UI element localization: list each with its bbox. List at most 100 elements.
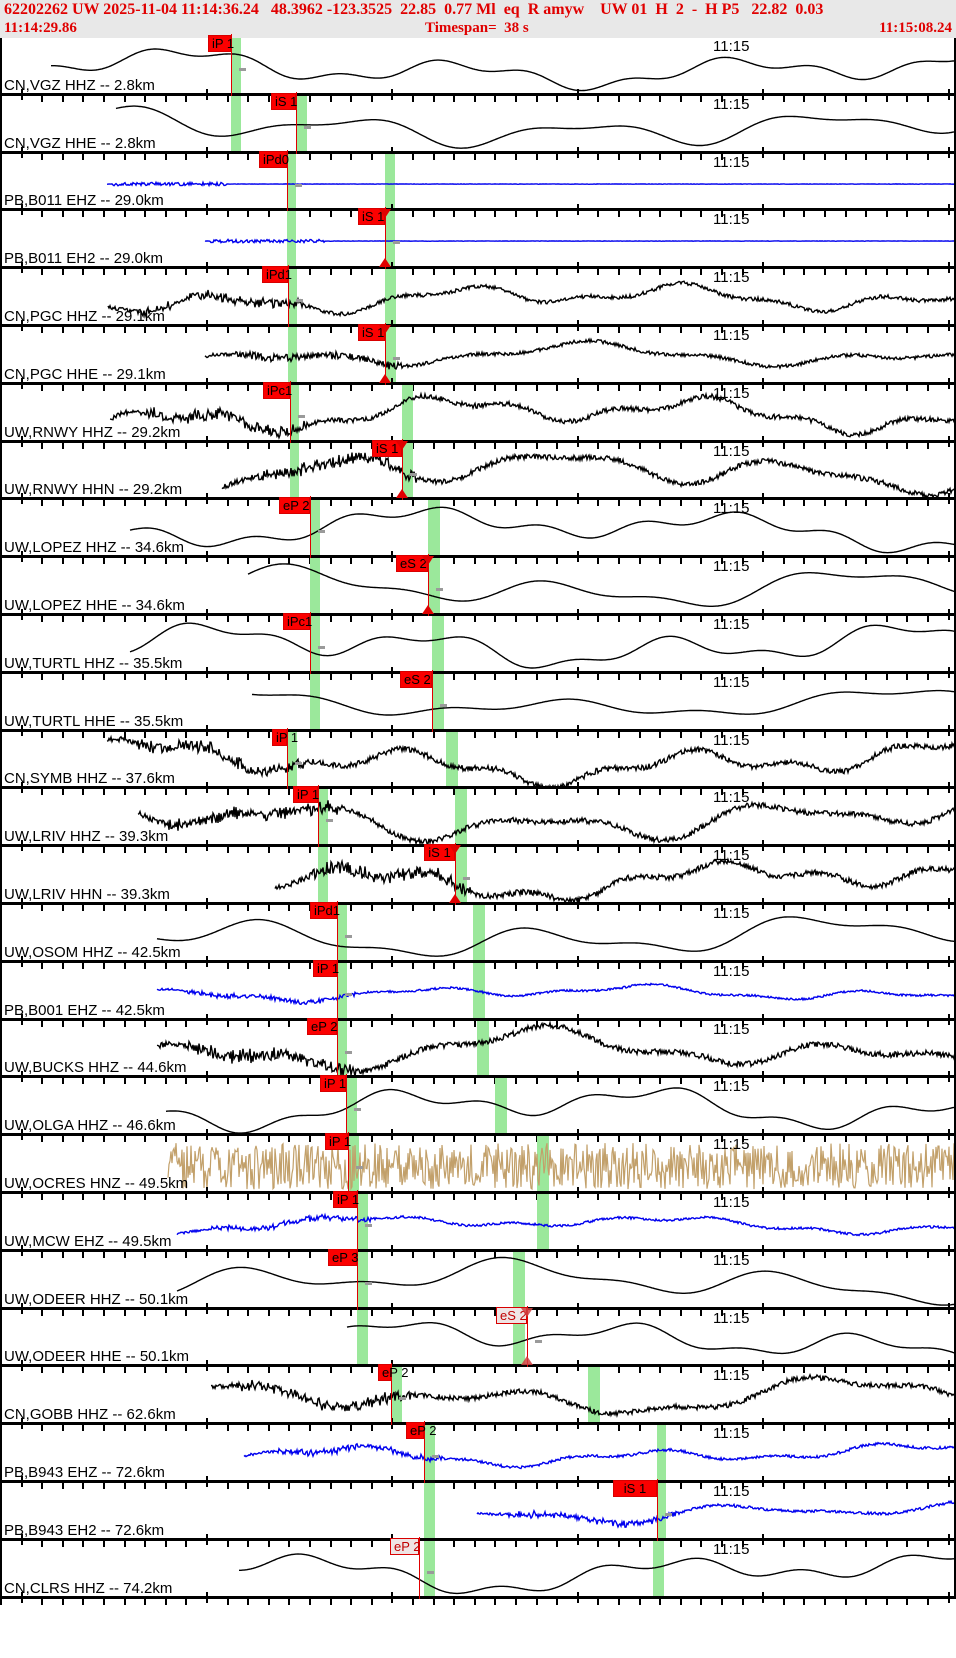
pick-time-line[interactable] bbox=[527, 1305, 528, 1368]
pick-time-line[interactable] bbox=[290, 380, 291, 443]
pick-label[interactable]: eP 3 bbox=[328, 1248, 359, 1266]
axis-minor-tick bbox=[679, 269, 682, 276]
trace-panel[interactable]: UW,ODEER HHZ -- 50.1km 11:15 eP 3 bbox=[0, 1247, 956, 1316]
pick-time-line[interactable] bbox=[385, 207, 386, 270]
pick-label[interactable]: eS 2 bbox=[396, 555, 428, 573]
pick-label[interactable]: iP 1 bbox=[333, 1190, 359, 1208]
pick-label[interactable]: iS 1 bbox=[372, 439, 402, 457]
pick-time-line[interactable] bbox=[348, 1132, 349, 1194]
pick-label[interactable]: iP 1 bbox=[313, 959, 339, 977]
pick-label[interactable]: iPd1 bbox=[262, 266, 292, 284]
pick-label[interactable]: iP 1 bbox=[320, 1075, 346, 1093]
pick-label[interactable]: eP 2 bbox=[406, 1422, 437, 1440]
axis-major-tick bbox=[576, 435, 579, 447]
axis-minor-tick bbox=[824, 904, 826, 911]
pick-label[interactable]: eS 2 bbox=[400, 670, 432, 688]
pick-label[interactable]: iP 1 bbox=[293, 786, 319, 804]
axis-minor-tick bbox=[61, 558, 64, 565]
trace-panel[interactable]: UW,RNWY HHZ -- 29.2km 11:15 iPc1 bbox=[0, 380, 956, 449]
pick-time-line[interactable] bbox=[346, 1074, 347, 1137]
pick-time-line[interactable] bbox=[428, 554, 429, 616]
pick-time-line[interactable] bbox=[310, 611, 311, 674]
trace-panel[interactable]: CN,VGZ HHE -- 2.8km 11:15 iS 1 bbox=[0, 91, 956, 160]
pick-label[interactable]: eP 2 bbox=[279, 497, 310, 515]
trace-panel[interactable]: UW,BUCKS HHZ -- 44.6km 11:15 eP 2 bbox=[0, 1016, 956, 1085]
trace-panel[interactable]: UW,LRIV HHN -- 39.3km 11:15 iS 1 bbox=[0, 843, 956, 911]
pick-time-line[interactable] bbox=[357, 1189, 358, 1252]
axis-minor-tick bbox=[906, 731, 909, 738]
trace-panel[interactable]: UW,TURTL HHE -- 35.5km 11:15 eS 2 bbox=[0, 669, 956, 738]
pick-label[interactable]: eS 2 bbox=[496, 1306, 527, 1324]
axis-major-tick bbox=[20, 1013, 23, 1025]
axis-minor-tick bbox=[350, 384, 353, 391]
pick-time-line[interactable] bbox=[318, 785, 319, 848]
trace-panel[interactable]: CN,CLRS HHZ -- 74.2km 11:15 eP 2 bbox=[0, 1536, 956, 1605]
pick-label[interactable]: iS 1 bbox=[358, 323, 385, 341]
pick-label[interactable]: iP 1 bbox=[208, 35, 234, 52]
pick-time-line[interactable] bbox=[337, 958, 338, 1021]
pick-time-line[interactable] bbox=[432, 669, 433, 732]
trace-panel[interactable]: PB,B011 EHZ -- 29.0km 11:15 iPd0 bbox=[0, 149, 956, 218]
axis-minor-tick bbox=[618, 1251, 620, 1258]
axis-minor-tick bbox=[927, 673, 929, 680]
pick-time-line[interactable] bbox=[296, 91, 297, 154]
pick-time-line[interactable] bbox=[391, 1363, 392, 1426]
trace-panel[interactable]: PB,B943 EHZ -- 72.6km 11:15 eP 2 bbox=[0, 1421, 956, 1489]
pick-time-line[interactable] bbox=[287, 727, 288, 790]
trace-panel[interactable]: CN,VGZ HHZ -- 2.8km 11:15 iP 1 bbox=[0, 34, 956, 102]
trace-panel[interactable]: UW,TURTL HHZ -- 35.5km 11:15 iPc1 bbox=[0, 611, 956, 680]
trace-panel[interactable]: CN,GOBB HHZ -- 62.6km 11:15 eP 2 bbox=[0, 1363, 956, 1432]
pick-label[interactable]: eP 2 bbox=[390, 1537, 421, 1555]
trace-panel[interactable]: PB,B943 EH2 -- 72.6km 11:15 iS 1 bbox=[0, 1478, 956, 1547]
pick-label[interactable]: eP 2 bbox=[307, 1017, 338, 1035]
pick-label[interactable]: iP 1 bbox=[325, 1133, 351, 1151]
pick-time-line[interactable] bbox=[357, 1247, 358, 1310]
trace-panel[interactable]: UW,RNWY HHN -- 29.2km 11:15 iS 1 bbox=[0, 438, 956, 507]
axis-minor-tick bbox=[803, 384, 806, 391]
pick-label[interactable]: iS 1 bbox=[613, 1479, 657, 1497]
axis-minor-tick bbox=[309, 731, 311, 738]
pick-time-line[interactable] bbox=[287, 149, 288, 212]
pick-time-line[interactable] bbox=[455, 843, 456, 905]
axis-minor-tick bbox=[103, 1078, 105, 1085]
axis-minor-tick bbox=[144, 211, 147, 218]
pick-label[interactable]: iPc1 bbox=[283, 612, 312, 630]
axis-minor-tick bbox=[61, 1367, 64, 1374]
trace-panel[interactable]: CN,PGC HHZ -- 29.1km 11:15 iPd1 bbox=[0, 265, 956, 333]
trace-panel[interactable]: CN,SYMB HHZ -- 37.6km 11:15 iP 1 bbox=[0, 727, 956, 796]
trace-panel[interactable]: UW,OSOM HHZ -- 42.5km 11:15 iPd1 bbox=[0, 900, 956, 969]
pick-time-line[interactable] bbox=[337, 900, 338, 963]
pick-time-line[interactable] bbox=[231, 34, 232, 96]
pick-label[interactable]: iS 1 bbox=[358, 208, 385, 226]
axis-minor-tick bbox=[618, 500, 620, 507]
coincidence-band bbox=[513, 1251, 525, 1310]
trace-panel[interactable]: UW,LRIV HHZ -- 39.3km 11:15 iP 1 bbox=[0, 785, 956, 854]
trace-panel[interactable]: UW,OCRES HNZ -- 49.5km 11:15 iP 1 bbox=[0, 1132, 956, 1200]
pick-time-line[interactable] bbox=[337, 1016, 338, 1079]
pick-label[interactable]: iPd1 bbox=[310, 901, 340, 919]
pick-label[interactable]: eP 2 bbox=[378, 1364, 409, 1382]
pick-label[interactable]: iPc1 bbox=[263, 381, 292, 399]
trace-panel[interactable]: UW,OLGA HHZ -- 46.6km 11:15 iP 1 bbox=[0, 1074, 956, 1143]
pick-label[interactable]: iPd0 bbox=[259, 150, 289, 168]
trace-panel[interactable]: CN,PGC HHE -- 29.1km 11:15 iS 1 bbox=[0, 322, 956, 391]
pick-label[interactable]: iS 1 bbox=[271, 92, 297, 110]
time-axis bbox=[0, 1591, 956, 1605]
pick-time-line[interactable] bbox=[310, 496, 311, 559]
pick-time-line[interactable] bbox=[385, 322, 386, 385]
pick-time-line[interactable] bbox=[402, 438, 403, 501]
trace-panel[interactable]: UW,ODEER HHE -- 50.1km 11:15 eS 2 bbox=[0, 1305, 956, 1374]
axis-major-tick bbox=[391, 1244, 394, 1256]
trace-panel[interactable]: UW,MCW EHZ -- 49.5km 11:15 iP 1 bbox=[0, 1189, 956, 1258]
trace-panel[interactable]: UW,LOPEZ HHZ -- 34.6km 11:15 eP 2 bbox=[0, 496, 956, 565]
pick-label[interactable]: iP 1 bbox=[272, 728, 298, 746]
axis-major-tick bbox=[20, 666, 23, 678]
pick-time-line[interactable] bbox=[424, 1421, 425, 1483]
trace-panel[interactable]: PB,B011 EH2 -- 29.0km 11:15 iS 1 bbox=[0, 207, 956, 276]
axis-minor-tick bbox=[123, 847, 126, 854]
trace-panel[interactable]: UW,LOPEZ HHE -- 34.6km 11:15 eS 2 bbox=[0, 554, 956, 622]
pick-time-line[interactable] bbox=[657, 1478, 658, 1541]
pick-time-line[interactable] bbox=[288, 265, 289, 327]
pick-time-line[interactable] bbox=[419, 1536, 420, 1599]
trace-panel[interactable]: PB,B001 EHZ -- 42.5km 11:15 iP 1 bbox=[0, 958, 956, 1027]
